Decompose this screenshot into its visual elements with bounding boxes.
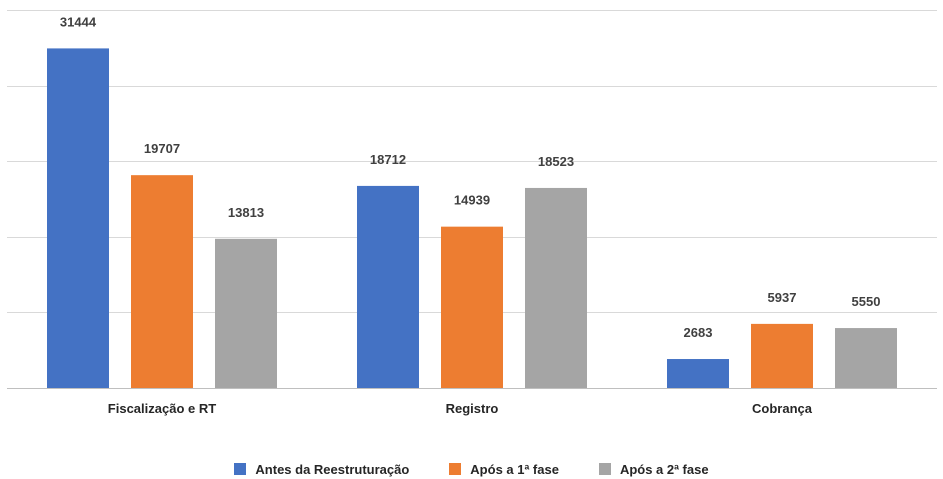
- legend-label-fase1: Após a 1ª fase: [470, 461, 559, 477]
- bar: [525, 187, 587, 388]
- data-label: 19707: [144, 141, 180, 156]
- data-label: 2683: [684, 325, 713, 340]
- bar: [441, 226, 503, 388]
- category-label: Fiscalização e RT: [108, 401, 216, 416]
- bar-chart: 31444 19707 13813 Fiscalização e RT 18712 149…: [7, 10, 937, 416]
- bar: [357, 185, 419, 388]
- data-label: 5937: [768, 290, 797, 305]
- bar: [835, 328, 897, 388]
- category-label: Cobrança: [752, 401, 813, 416]
- bar: [47, 48, 109, 389]
- data-label: 14939: [454, 193, 490, 208]
- legend-item-fase1: Após a 1ª fase: [449, 459, 559, 479]
- data-label: 31444: [60, 14, 97, 29]
- legend-swatch-fase1: [449, 463, 462, 475]
- legend-item-fase2: Após a 2ª fase: [598, 459, 709, 479]
- legend-swatch-antes: [234, 463, 247, 475]
- data-label: 18523: [538, 154, 574, 169]
- legend: Antes da Reestruturação Após a 1ª fase A…: [0, 459, 943, 479]
- bar: [215, 238, 277, 388]
- data-label: 18712: [370, 152, 406, 167]
- legend-label-fase2: Após a 2ª fase: [619, 461, 709, 477]
- category-label: Registro: [446, 401, 499, 416]
- legend-label-antes: Antes da Reestruturação: [255, 461, 410, 477]
- data-label: 13813: [228, 205, 264, 220]
- legend-swatch-fase2: [598, 463, 611, 475]
- data-label: 5550: [852, 294, 881, 309]
- bar: [667, 359, 729, 388]
- bar: [131, 175, 193, 388]
- bar: [751, 323, 813, 388]
- legend-item-antes: Antes da Reestruturação: [234, 459, 409, 479]
